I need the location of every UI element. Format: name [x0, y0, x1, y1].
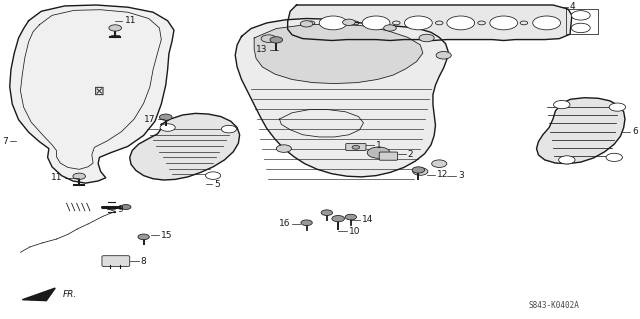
Text: 12: 12 — [437, 170, 449, 179]
Text: 3: 3 — [458, 171, 464, 180]
Text: 11: 11 — [51, 173, 63, 182]
Circle shape — [572, 23, 590, 33]
Circle shape — [532, 16, 561, 30]
Text: 17: 17 — [143, 115, 155, 123]
Circle shape — [412, 167, 425, 173]
Circle shape — [301, 220, 312, 226]
Circle shape — [606, 153, 623, 161]
Text: 15: 15 — [161, 231, 173, 240]
Circle shape — [160, 124, 175, 131]
FancyBboxPatch shape — [380, 152, 397, 160]
Text: 4: 4 — [570, 2, 575, 11]
Polygon shape — [10, 5, 174, 183]
Circle shape — [447, 16, 475, 30]
Circle shape — [261, 35, 276, 42]
Circle shape — [321, 210, 333, 216]
Circle shape — [404, 16, 432, 30]
Circle shape — [609, 103, 625, 111]
Text: 7: 7 — [2, 137, 8, 145]
Text: ⊠: ⊠ — [94, 85, 105, 98]
Polygon shape — [130, 113, 239, 180]
Circle shape — [419, 34, 434, 42]
Text: 6: 6 — [632, 127, 637, 136]
Text: 9: 9 — [117, 205, 123, 214]
Circle shape — [121, 204, 131, 210]
Polygon shape — [236, 19, 448, 177]
Polygon shape — [287, 5, 572, 41]
Text: 11: 11 — [125, 16, 136, 25]
Circle shape — [436, 51, 451, 59]
Circle shape — [73, 173, 86, 179]
Circle shape — [367, 147, 390, 158]
Text: 2: 2 — [408, 150, 413, 159]
Circle shape — [270, 37, 283, 43]
Text: 1: 1 — [376, 141, 382, 150]
Circle shape — [559, 156, 575, 164]
Circle shape — [431, 160, 447, 167]
Circle shape — [109, 25, 122, 31]
Circle shape — [554, 100, 570, 109]
Circle shape — [138, 234, 149, 240]
Text: S843-K0402A: S843-K0402A — [529, 300, 580, 309]
Text: 16: 16 — [278, 219, 290, 228]
Polygon shape — [22, 288, 55, 300]
Circle shape — [332, 216, 344, 222]
Circle shape — [362, 16, 390, 30]
Circle shape — [490, 16, 518, 30]
Circle shape — [319, 16, 347, 30]
Circle shape — [276, 145, 291, 152]
FancyBboxPatch shape — [346, 144, 366, 151]
Circle shape — [300, 21, 313, 27]
Polygon shape — [536, 98, 625, 164]
FancyBboxPatch shape — [102, 256, 130, 266]
Circle shape — [221, 125, 237, 133]
Circle shape — [345, 214, 356, 220]
Text: 14: 14 — [362, 215, 373, 224]
Circle shape — [352, 145, 360, 149]
Circle shape — [205, 172, 221, 179]
Text: 5: 5 — [214, 180, 220, 189]
Text: 13: 13 — [256, 45, 268, 55]
Circle shape — [159, 114, 172, 120]
Circle shape — [342, 19, 355, 26]
Circle shape — [572, 11, 590, 20]
Circle shape — [383, 25, 396, 31]
Text: 10: 10 — [349, 227, 360, 236]
Circle shape — [413, 168, 428, 175]
Text: FR.: FR. — [63, 291, 77, 300]
Text: 8: 8 — [140, 256, 146, 265]
Polygon shape — [254, 24, 423, 84]
